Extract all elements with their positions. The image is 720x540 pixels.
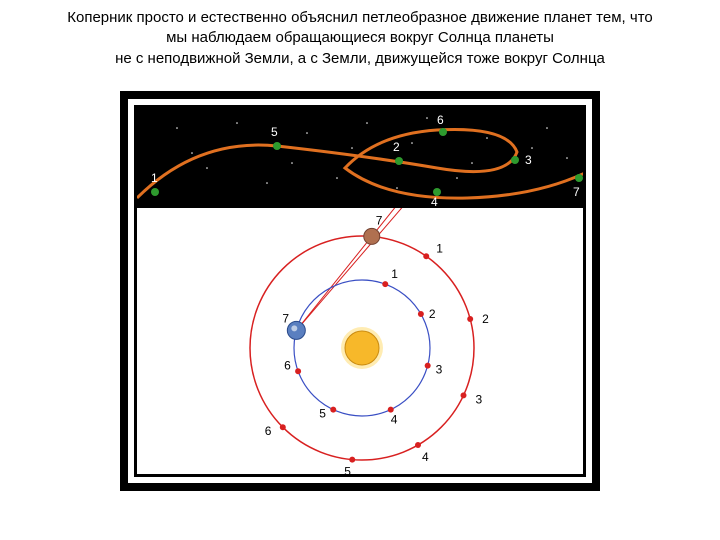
svg-text:6: 6	[265, 424, 272, 438]
caption-line-1: Коперник просто и естественно объяснил п…	[4, 8, 716, 28]
svg-text:5: 5	[271, 125, 278, 139]
svg-text:2: 2	[393, 140, 400, 154]
svg-text:7: 7	[376, 213, 383, 227]
svg-text:3: 3	[525, 153, 532, 167]
svg-text:4: 4	[422, 450, 429, 464]
svg-text:4: 4	[431, 195, 438, 208]
svg-text:3: 3	[436, 362, 443, 376]
svg-text:1: 1	[436, 241, 443, 255]
svg-text:3: 3	[476, 392, 483, 406]
svg-text:6: 6	[284, 358, 291, 372]
svg-text:2: 2	[429, 307, 436, 321]
caption-line-3: не с неподвижной Земли, а с Земли, движу…	[4, 49, 716, 69]
sky-svg: 1 5 2 6 4 3 7	[137, 108, 583, 208]
figure-inner: 1 5 2 6 4 3 7 1 2 3 4 5 6 7 1 2 3 4 5 6 7	[134, 105, 586, 477]
svg-text:4: 4	[391, 412, 398, 426]
svg-text:2: 2	[482, 312, 489, 326]
orbit-svg: 1 2 3 4 5 6 7 1 2 3 4 5 6 7	[137, 208, 587, 474]
caption-line-2: мы наблюдаем обращающиеся вокруг Солнца …	[4, 28, 716, 48]
svg-text:5: 5	[319, 406, 326, 420]
sky-panel: 1 5 2 6 4 3 7	[137, 108, 583, 208]
svg-text:1: 1	[391, 267, 398, 281]
svg-text:6: 6	[437, 113, 444, 127]
svg-text:5: 5	[344, 464, 351, 473]
figure-frame: 1 5 2 6 4 3 7 1 2 3 4 5 6 7 1 2 3 4 5 6 7	[120, 91, 600, 491]
svg-text:1: 1	[151, 171, 158, 185]
caption-block: Коперник просто и естественно объяснил п…	[0, 0, 720, 73]
svg-text:7: 7	[573, 185, 580, 199]
figure-wrap: 1 5 2 6 4 3 7 1 2 3 4 5 6 7 1 2 3 4 5 6 7	[0, 91, 720, 491]
orbit-panel: 1 2 3 4 5 6 7 1 2 3 4 5 6 7	[137, 208, 583, 474]
svg-text:7: 7	[282, 311, 289, 325]
